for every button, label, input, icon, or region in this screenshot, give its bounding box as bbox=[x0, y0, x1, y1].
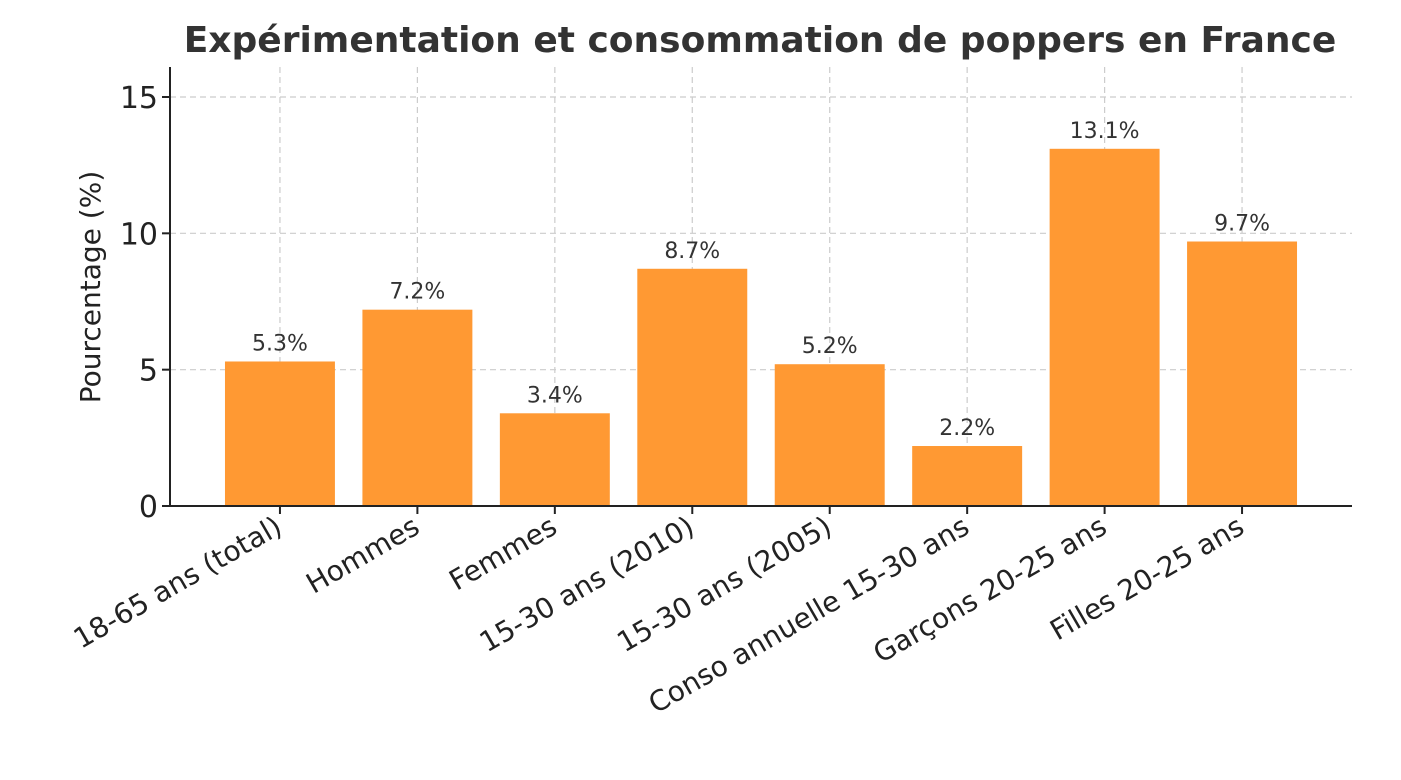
gridlines bbox=[170, 67, 1352, 506]
bar bbox=[499, 413, 610, 506]
chart-title: Expérimentation et consommation de poppe… bbox=[184, 20, 1337, 61]
data-label: 2.2% bbox=[939, 416, 995, 441]
data-label: 3.4% bbox=[527, 383, 583, 408]
y-tick-label: 10 bbox=[120, 217, 158, 252]
data-label: 7.2% bbox=[389, 280, 445, 305]
y-axis-label: Pourcentage (%) bbox=[74, 171, 107, 404]
data-labels: 5.3% 7.2% 3.4% 8.7% 5.2% 2.2% 13.1% 9.7% bbox=[252, 119, 1270, 441]
x-tick-label: Garçons 20-25 ans bbox=[868, 509, 1112, 669]
y-tick-label: 15 bbox=[120, 81, 158, 116]
bar bbox=[224, 361, 335, 506]
y-tick-label: 5 bbox=[139, 354, 158, 389]
data-label: 8.7% bbox=[664, 239, 720, 264]
data-label: 5.2% bbox=[802, 334, 858, 359]
bar bbox=[1187, 241, 1298, 506]
y-ticks: 0 5 10 15 bbox=[120, 81, 170, 525]
data-label: 13.1% bbox=[1070, 119, 1140, 144]
y-tick-label: 0 bbox=[139, 490, 158, 525]
bar bbox=[1049, 148, 1160, 506]
data-label: 5.3% bbox=[252, 331, 308, 356]
bar bbox=[362, 309, 473, 506]
bar bbox=[774, 364, 885, 506]
bar bbox=[912, 446, 1023, 506]
data-label: 9.7% bbox=[1214, 212, 1270, 237]
bars bbox=[224, 148, 1298, 506]
x-tick-label: Hommes bbox=[301, 509, 425, 600]
x-tick-label: Femmes bbox=[443, 509, 562, 597]
bar bbox=[637, 268, 748, 506]
x-tick-label: 18-65 ans (total) bbox=[68, 509, 288, 655]
